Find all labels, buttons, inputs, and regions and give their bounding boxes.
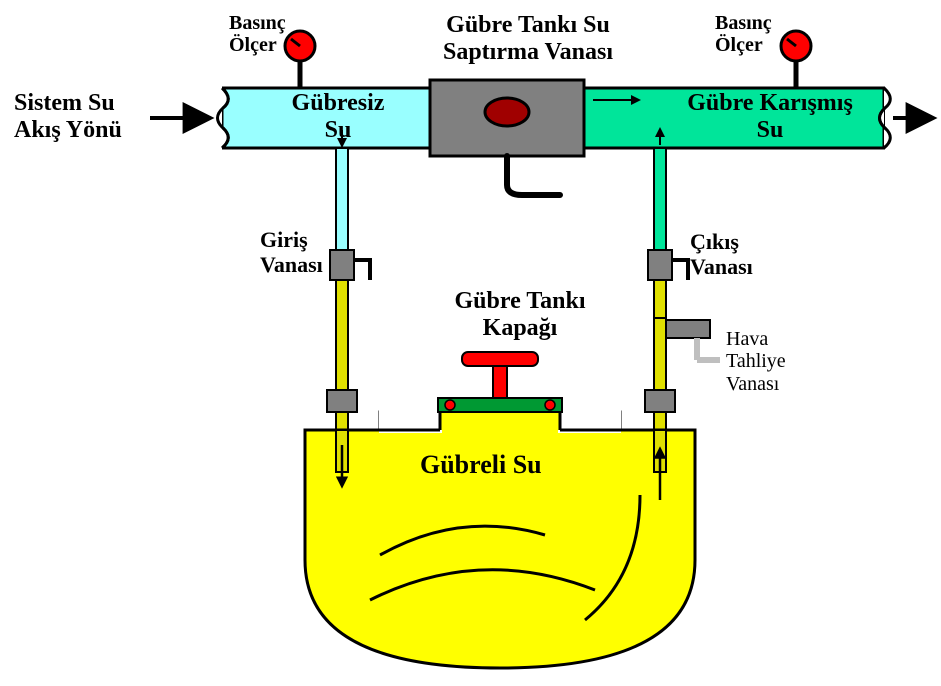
pressure-gauge-left xyxy=(285,31,315,88)
label-sistem-su: Sistem Su Akış Yönü xyxy=(14,90,122,144)
pressure-gauge-right xyxy=(781,31,811,88)
inlet-valve xyxy=(330,250,354,280)
label-gubre-tanki-su: Gübre Tankı Su Saptırma Vanası xyxy=(428,12,628,66)
fertilizer-tank xyxy=(305,352,695,668)
label-basinc-olcer-1: Basınç Ölçer xyxy=(229,12,286,57)
outlet-valve xyxy=(648,250,672,280)
label-gubre-karismis: Gübre Karışmış Su xyxy=(665,90,875,144)
inlet-coupling xyxy=(327,390,357,412)
label-gubre-tanki-kapagi: Gübre Tankı Kapağı xyxy=(430,288,610,342)
diversion-valve-knob xyxy=(485,98,529,126)
label-gubresiz-su: Gübresiz Su xyxy=(268,90,408,144)
label-hava-tahliye: Hava Tahliye Vanası xyxy=(726,328,786,395)
inlet-pipe-group xyxy=(327,148,370,472)
label-giris-vanasi: Giriş Vanası xyxy=(260,228,323,277)
outlet-pipe-group xyxy=(645,148,720,472)
tank-cap xyxy=(438,352,562,412)
air-relief-valve xyxy=(660,320,710,338)
diversion-valve-handle xyxy=(507,156,560,195)
label-basinc-olcer-2: Basınç Ölçer xyxy=(715,12,772,57)
label-gubreli-su: Gübreli Su xyxy=(420,450,542,479)
outlet-coupling xyxy=(645,390,675,412)
label-cikis-vanasi: Çıkış Vanası xyxy=(690,230,753,279)
